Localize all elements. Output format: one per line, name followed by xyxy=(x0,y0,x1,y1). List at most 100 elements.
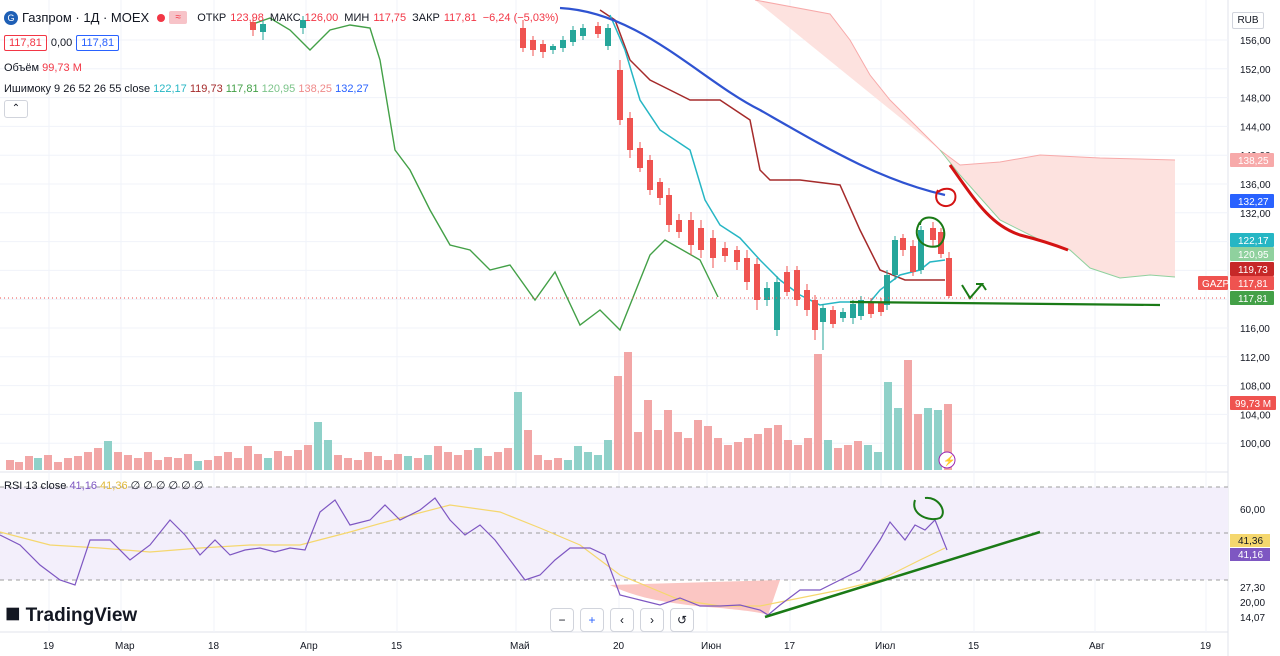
volume-bar xyxy=(434,446,442,470)
rsi-empty-values: ∅ ∅ ∅ ∅ ∅ ∅ xyxy=(130,480,204,492)
volume-bar xyxy=(624,352,632,470)
ichimoku-v1: 122,17 xyxy=(153,83,187,95)
zoom-out-button[interactable]: − xyxy=(550,608,574,632)
ichimoku-label: Ишимоку 9 26 52 26 55 close xyxy=(4,83,151,95)
scroll-left-button[interactable]: ‹ xyxy=(610,608,634,632)
volume-bar xyxy=(304,445,312,470)
volume-bar xyxy=(144,452,152,470)
candle-body xyxy=(764,288,770,300)
bid-box[interactable]: 117,81 xyxy=(4,35,47,51)
volume-bar xyxy=(884,382,892,470)
volume-bar xyxy=(584,452,592,470)
volume-bar xyxy=(114,452,122,470)
volume-bar xyxy=(504,448,512,470)
candle-body xyxy=(784,272,790,292)
volume-bar xyxy=(34,458,42,470)
candle-body xyxy=(884,275,890,305)
candle-body xyxy=(570,30,576,42)
zoom-in-button[interactable]: + xyxy=(580,608,604,632)
arrow-annotation xyxy=(961,283,987,300)
span-b-projection-line xyxy=(559,6,946,197)
rsi-tick-label: 27,30 xyxy=(1240,583,1265,594)
price-label-box xyxy=(1230,233,1274,247)
volume-bar xyxy=(214,456,222,470)
volume-bar xyxy=(194,461,202,470)
price-tick-label: 152,00 xyxy=(1240,65,1271,76)
candle-body xyxy=(744,258,750,282)
volume-bar xyxy=(544,460,552,470)
volume-bar xyxy=(74,456,82,470)
price-label-text: 120,95 xyxy=(1238,250,1269,261)
volume-bar xyxy=(94,448,102,470)
volume-bar xyxy=(354,460,362,470)
volume-bar xyxy=(244,446,252,470)
volume-bar xyxy=(424,455,432,470)
candle-body xyxy=(734,250,740,262)
scroll-right-button[interactable]: › xyxy=(640,608,664,632)
volume-bar xyxy=(834,448,842,470)
volume-bar xyxy=(804,438,812,470)
rsi-line xyxy=(0,497,948,616)
volume-bar xyxy=(314,422,322,470)
ichimoku-v2: 119,73 xyxy=(189,83,223,95)
volume-bar xyxy=(764,428,772,470)
candle-body xyxy=(540,44,546,52)
tradingview-logo[interactable]: ⯀ TradingView xyxy=(6,605,137,627)
candle-body xyxy=(878,302,884,312)
volume-bar xyxy=(614,376,622,470)
volume-bar xyxy=(594,455,602,470)
volume-bar xyxy=(464,450,472,470)
candle-body xyxy=(820,308,826,322)
circle-annotation-green xyxy=(915,216,946,248)
volume-bar xyxy=(204,460,212,470)
volume-bar xyxy=(744,438,752,470)
volume-bar xyxy=(704,426,712,470)
price-tick-label: 116,00 xyxy=(1240,324,1270,335)
candle-body xyxy=(794,270,800,300)
ichimoku-legend[interactable]: Ишимоку 9 26 52 26 55 close 122,17 119,7… xyxy=(4,83,369,95)
candle-body xyxy=(617,70,623,120)
navigation-toolbar: − + ‹ › ↺ xyxy=(550,608,694,632)
compare-icon[interactable]: ≈ xyxy=(169,11,188,24)
time-tick-label: Авг xyxy=(1089,641,1105,652)
price-label-text: 117,81 xyxy=(1238,279,1268,290)
candle-body xyxy=(627,118,633,150)
collapse-legend-button[interactable]: ⌃ xyxy=(4,100,28,118)
change-value: −6,24 (−5,03%) xyxy=(482,11,559,24)
candle-body xyxy=(918,230,924,270)
volume-bar xyxy=(124,455,132,470)
volume-bar xyxy=(134,458,142,470)
volume-bar xyxy=(854,441,862,470)
symbol-title[interactable]: Газпром · 1Д · MOEX xyxy=(22,10,150,25)
volume-bar xyxy=(864,445,872,470)
volume-bar xyxy=(754,434,762,470)
ask-box[interactable]: 117,81 xyxy=(76,35,120,51)
candle-body xyxy=(260,24,266,32)
price-label-box xyxy=(1230,194,1274,208)
candle-body xyxy=(812,300,818,330)
close-value: 117,81 xyxy=(443,11,477,24)
volume-bar xyxy=(714,438,722,470)
reset-chart-button[interactable]: ↺ xyxy=(670,608,694,632)
volume-bar xyxy=(634,432,642,470)
volume-bar xyxy=(184,454,192,470)
volume-bar xyxy=(454,455,462,470)
rsi-ma-label-box xyxy=(1230,534,1270,547)
rsi-trendline-annotation xyxy=(764,530,1041,619)
volume-bar xyxy=(374,456,382,470)
volume-bar xyxy=(694,420,702,470)
tradingview-icon: ⯀ xyxy=(6,606,20,625)
volume-bar xyxy=(924,408,932,470)
time-tick-label: Апр xyxy=(300,641,318,652)
price-tick-label: 100,00 xyxy=(1240,439,1271,450)
volume-bar xyxy=(254,454,262,470)
price-label-text: 119,73 xyxy=(1238,265,1268,276)
price-label-text: 132,27 xyxy=(1238,197,1269,208)
volume-bar xyxy=(774,425,782,470)
currency-button[interactable]: RUB xyxy=(1232,12,1264,29)
volume-legend[interactable]: Объём 99,73 M xyxy=(4,62,82,74)
ichimoku-v6: 132,27 xyxy=(335,83,369,95)
rsi-legend[interactable]: RSI 13 close 41,16 41,36 ∅ ∅ ∅ ∅ ∅ ∅ xyxy=(4,479,203,492)
candle-body xyxy=(930,228,936,240)
